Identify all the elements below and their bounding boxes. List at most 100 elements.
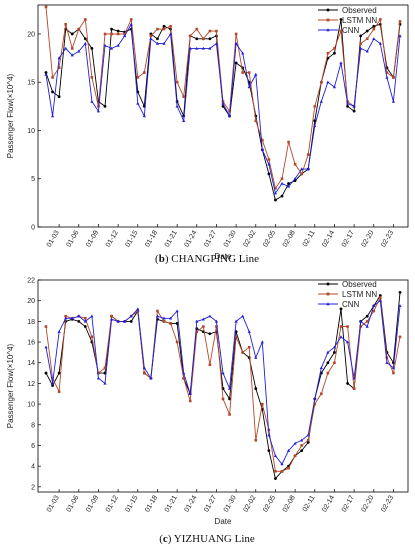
point-lstm	[300, 172, 303, 176]
legend-marker	[326, 8, 330, 12]
y-tick-label: 16	[27, 340, 35, 347]
point-observed	[326, 361, 330, 365]
point-cnn	[306, 167, 310, 171]
point-cnn	[365, 49, 369, 53]
x-tick-label: 01-18	[144, 494, 159, 513]
point-lstm	[385, 356, 389, 359]
point-lstm	[202, 325, 205, 328]
point-lstm	[221, 397, 225, 401]
point-lstm	[247, 345, 251, 349]
point-lstm	[280, 177, 284, 181]
legend-marker	[326, 282, 330, 286]
point-lstm	[398, 20, 402, 23]
y-tick-label: 12	[27, 381, 35, 388]
point-cnn	[372, 304, 376, 308]
x-tick-label: 01-15	[124, 229, 139, 248]
point-observed	[44, 71, 48, 74]
point-cnn	[227, 114, 232, 118]
x-tick-label: 01-30	[223, 494, 238, 513]
point-cnn	[64, 316, 68, 320]
point-lstm	[156, 27, 159, 31]
point-cnn	[332, 85, 337, 89]
point-observed	[267, 449, 271, 453]
point-cnn	[123, 34, 127, 38]
point-lstm	[241, 351, 244, 354]
chart-panel-changping: 0 5 10 15 20 01-03 01-06 01-09 01-12 01-15 01-18 01…	[6, 4, 409, 265]
x-tick-label: 01-24	[183, 229, 198, 248]
x-tick-label: 02-08	[282, 494, 297, 513]
point-observed	[339, 307, 343, 311]
point-cnn	[345, 101, 350, 105]
y-tick-label: 18	[27, 319, 35, 326]
legend-entry: Observed	[342, 280, 377, 289]
point-observed	[365, 314, 369, 318]
series-line-observed	[45, 19, 401, 201]
y-tick-label: 15	[27, 80, 35, 87]
x-tick-label: 01-27	[203, 494, 218, 513]
point-cnn	[90, 99, 94, 103]
x-tick-label: 01-06	[65, 229, 80, 248]
chart-panel-yizhuang: 2 4 6 8 10 12 14 16 18 20 22 01-03 01-06 01-09 01-12 01…	[6, 278, 409, 545]
point-cnn	[378, 298, 382, 302]
point-cnn	[182, 119, 186, 123]
point-lstm	[293, 162, 297, 166]
point-cnn	[109, 46, 114, 50]
point-lstm	[202, 37, 205, 41]
x-tick-label: 02-20	[360, 494, 375, 513]
point-lstm	[274, 470, 277, 473]
point-lstm	[116, 32, 120, 36]
point-cnn	[378, 41, 382, 45]
point-cnn	[319, 99, 323, 103]
point-cnn	[57, 56, 61, 60]
point-observed	[280, 194, 284, 198]
point-cnn	[116, 319, 120, 323]
point-lstm	[208, 363, 212, 367]
point-cnn	[168, 32, 173, 36]
x-tick-label: 02-23	[380, 229, 395, 248]
point-cnn	[391, 366, 396, 370]
point-observed	[372, 24, 376, 28]
point-lstm	[129, 18, 133, 21]
point-cnn	[227, 386, 232, 390]
point-cnn	[319, 366, 323, 370]
point-cnn	[149, 37, 153, 40]
point-cnn	[50, 114, 55, 118]
point-cnn	[286, 184, 291, 188]
point-lstm	[274, 187, 277, 190]
point-cnn	[214, 319, 219, 323]
y-tick-label: 2	[31, 484, 35, 491]
point-observed	[300, 449, 304, 453]
legend-entry: Observed	[342, 6, 377, 15]
point-lstm	[182, 95, 185, 98]
series-line-observed	[45, 292, 401, 480]
point-lstm	[306, 438, 310, 442]
point-cnn	[116, 43, 120, 47]
point-lstm	[57, 66, 61, 70]
point-lstm	[103, 32, 107, 36]
point-lstm	[359, 42, 362, 45]
y-tick-label: 8	[31, 422, 35, 429]
point-cnn	[195, 319, 199, 323]
point-cnn	[326, 80, 330, 84]
point-cnn	[241, 51, 245, 55]
point-cnn	[300, 167, 304, 171]
point-cnn	[241, 314, 245, 318]
point-cnn	[83, 319, 87, 323]
x-tick-label: 01-18	[144, 229, 159, 248]
point-cnn	[234, 319, 238, 323]
x-tick-label: 02-14	[321, 494, 336, 513]
point-observed	[306, 440, 310, 444]
x-tick-label: 01-12	[105, 494, 120, 513]
point-lstm	[195, 27, 199, 31]
y-tick-label: 6	[31, 443, 35, 450]
point-lstm	[64, 23, 67, 26]
legend-entry: CNN	[342, 26, 360, 35]
point-cnn	[64, 46, 68, 50]
x-tick-label: 02-11	[302, 494, 317, 513]
point-lstm	[234, 335, 238, 339]
point-cnn	[195, 46, 199, 50]
point-cnn	[168, 316, 173, 320]
point-cnn	[385, 361, 389, 364]
point-lstm	[261, 138, 264, 142]
